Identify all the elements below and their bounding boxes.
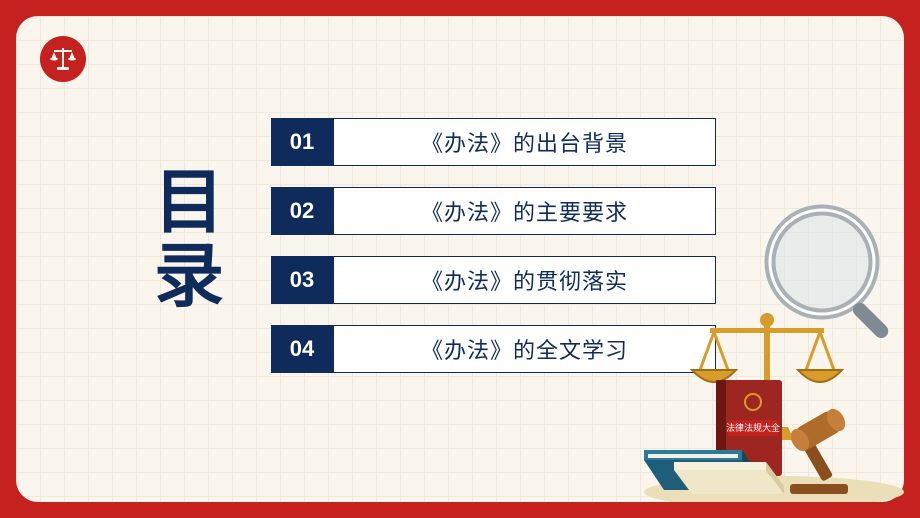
toc-num: 01 <box>271 118 333 166</box>
toc-item-1: 01 《办法》的出台背景 <box>271 118 716 166</box>
toc-label: 《办法》的全文学习 <box>333 325 716 373</box>
toc-item-2: 02 《办法》的主要要求 <box>271 187 716 235</box>
toc-label: 《办法》的出台背景 <box>333 118 716 166</box>
toc-label: 《办法》的主要要求 <box>333 187 716 235</box>
toc-num: 03 <box>271 256 333 304</box>
cream-book <box>674 462 784 494</box>
floor-shadow <box>644 476 904 502</box>
toc-num: 04 <box>271 325 333 373</box>
toc-list: 01 《办法》的出台背景 02 《办法》的主要要求 03 《办法》的贯彻落实 0… <box>271 118 716 394</box>
magnifier-icon <box>770 210 891 341</box>
red-law-book: 法律法规大全 <box>716 380 782 476</box>
toc-label: 《办法》的贯彻落实 <box>333 256 716 304</box>
inner-panel: 目 录 01 《办法》的出台背景 02 《办法》的主要要求 03 《办法》的贯彻… <box>16 16 904 502</box>
scales-badge <box>40 36 86 82</box>
gavel-icon <box>787 406 849 494</box>
blue-book <box>644 450 762 490</box>
toc-item-3: 03 《办法》的贯彻落实 <box>271 256 716 304</box>
toc-num: 02 <box>271 187 333 235</box>
title-char-1: 目 <box>154 166 224 240</box>
scales-icon <box>48 44 78 74</box>
title-char-2: 录 <box>154 240 224 314</box>
toc-item-4: 04 《办法》的全文学习 <box>271 325 716 373</box>
outer-frame: 目 录 01 《办法》的出台背景 02 《办法》的主要要求 03 《办法》的贯彻… <box>0 0 920 518</box>
toc-title: 目 录 <box>154 166 224 313</box>
red-book-label: 法律法规大全 <box>726 422 780 433</box>
